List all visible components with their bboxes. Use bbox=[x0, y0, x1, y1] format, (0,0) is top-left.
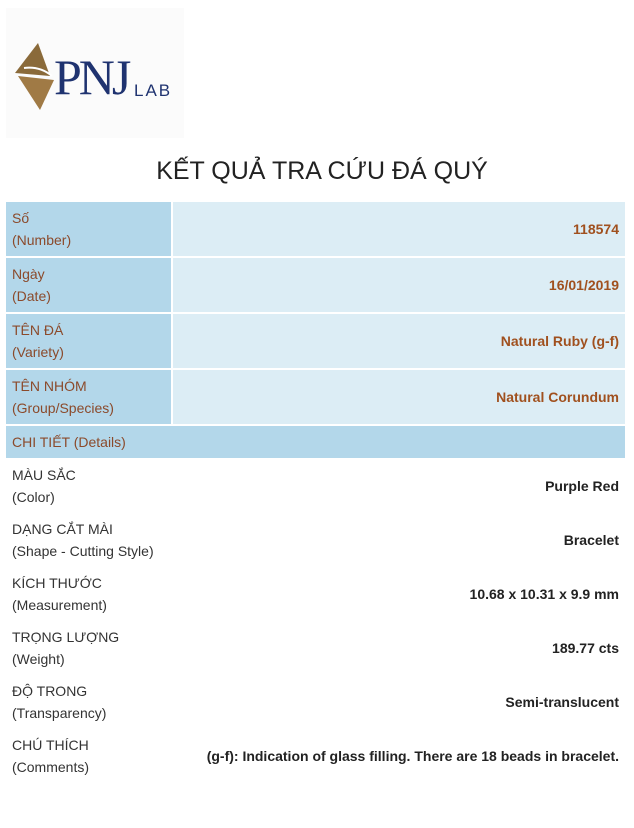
pnj-lab-logo: PNJ LAB bbox=[6, 8, 184, 138]
detail-row: TRỌNG LƯỢNG (Weight) 189.77 cts bbox=[6, 622, 625, 674]
gem-result-table: Số (Number) 118574 Ngày (Date) 16/01/2019 TÊN … bbox=[6, 200, 625, 784]
detail-label: TRỌNG LƯỢNG (Weight) bbox=[12, 629, 120, 667]
header-row: Số (Number) 118574 bbox=[6, 202, 625, 256]
details-header: CHI TIẾT (Details) bbox=[6, 426, 625, 458]
header-row: Ngày (Date) 16/01/2019 bbox=[6, 258, 625, 312]
detail-value: Semi-translucent bbox=[505, 694, 619, 710]
detail-label: MÀU SẮC (Color) bbox=[12, 467, 76, 505]
detail-value: 189.77 cts bbox=[552, 640, 619, 656]
field-label: TÊN NHÓM (Group/Species) bbox=[6, 370, 173, 424]
svg-text:PNJ: PNJ bbox=[54, 49, 131, 105]
detail-value: 10.68 x 10.31 x 9.9 mm bbox=[469, 586, 619, 602]
detail-row: DẠNG CẮT MÀI (Shape - Cutting Style) Brace… bbox=[6, 514, 625, 566]
detail-label: KÍCH THƯỚC (Measurement) bbox=[12, 575, 107, 613]
detail-label: DẠNG CẮT MÀI (Shape - Cutting Style) bbox=[12, 521, 154, 559]
detail-value: Bracelet bbox=[563, 532, 619, 548]
detail-row: MÀU SẮC (Color) Purple Red bbox=[6, 460, 625, 512]
field-value: Natural Corundum bbox=[173, 370, 625, 424]
page-title: KẾT QUẢ TRA CỨU ĐÁ QUÝ bbox=[156, 157, 488, 185]
header-row: TÊN NHÓM (Group/Species) Natural Corundum bbox=[6, 370, 625, 424]
field-label: TÊN ĐÁ (Variety) bbox=[6, 314, 173, 368]
header-row: TÊN ĐÁ (Variety) Natural Ruby (g-f) bbox=[6, 314, 625, 368]
detail-value: Purple Red bbox=[545, 478, 619, 494]
field-value: 118574 bbox=[173, 202, 625, 256]
svg-text:LAB: LAB bbox=[134, 81, 172, 100]
detail-row: CHÚ THÍCH (Comments) (g-f): Indication of … bbox=[6, 730, 625, 782]
field-label: Ngày (Date) bbox=[6, 258, 173, 312]
detail-label: ĐỘ TRONG (Transparency) bbox=[12, 683, 107, 721]
field-value: Natural Ruby (g-f) bbox=[173, 314, 625, 368]
field-value: 16/01/2019 bbox=[173, 258, 625, 312]
details-header-row: CHI TIẾT (Details) bbox=[6, 426, 625, 458]
detail-row: KÍCH THƯỚC (Measurement) 10.68 x 10.31 x 9… bbox=[6, 568, 625, 620]
detail-value: (g-f): Indication of glass filling. Ther… bbox=[206, 748, 619, 764]
detail-row: ĐỘ TRONG (Transparency) Semi-translucent bbox=[6, 676, 625, 728]
field-label: Số (Number) bbox=[6, 202, 173, 256]
detail-label: CHÚ THÍCH (Comments) bbox=[12, 737, 90, 775]
logo-emblem-icon bbox=[15, 43, 54, 110]
